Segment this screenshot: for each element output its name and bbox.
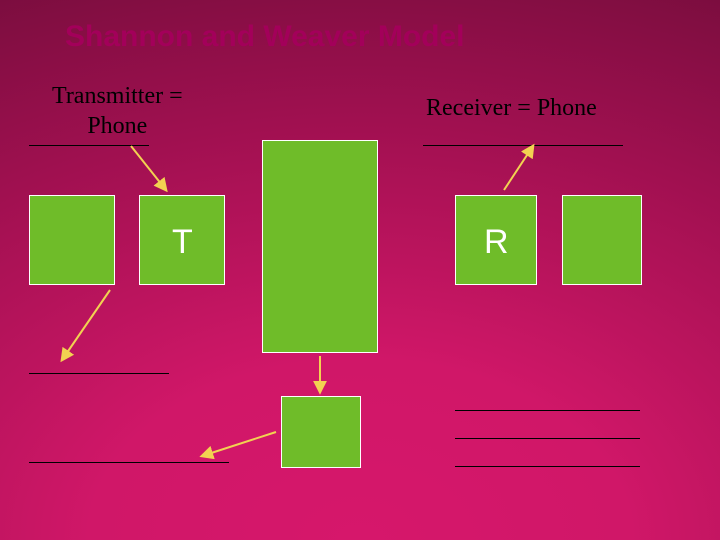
- box-receiver-label: R: [484, 223, 509, 262]
- receiver-label: Receiver = Phone: [426, 93, 597, 123]
- box-bottom: [281, 396, 361, 468]
- box-receiver: R: [455, 195, 537, 285]
- blank-underline: [29, 373, 169, 374]
- blank-underline: [29, 145, 149, 146]
- box-transmitter-label: T: [172, 223, 193, 262]
- box-center: [262, 140, 378, 353]
- blank-underline: [423, 145, 623, 146]
- page-title: Shannon and Weaver Model: [65, 20, 465, 54]
- box-right-small: [562, 195, 642, 285]
- transmitter-label-line2: Phone: [87, 113, 147, 139]
- box-left-small: [29, 195, 115, 285]
- blank-underline: [455, 438, 640, 439]
- blank-underline: [29, 462, 229, 463]
- box-transmitter: T: [139, 195, 225, 285]
- blank-underline: [455, 466, 640, 467]
- transmitter-label-line1: Transmitter =: [52, 83, 183, 109]
- transmitter-label: Transmitter = Phone: [52, 81, 183, 141]
- blank-underline: [455, 410, 640, 411]
